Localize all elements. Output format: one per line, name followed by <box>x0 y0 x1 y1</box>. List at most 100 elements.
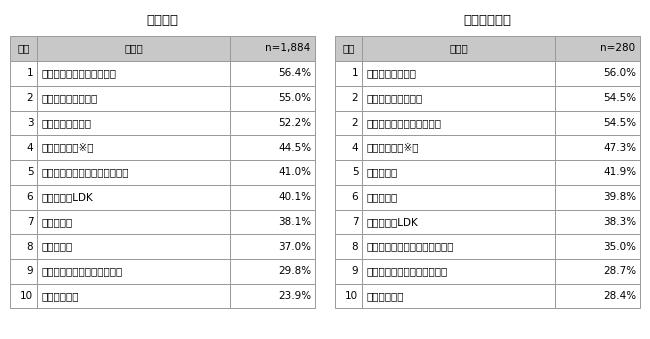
Bar <box>554 259 640 284</box>
Text: 1: 1 <box>352 68 358 78</box>
Bar <box>335 61 362 86</box>
Bar <box>37 185 229 210</box>
Text: 8: 8 <box>27 242 33 252</box>
Bar <box>335 284 362 308</box>
Text: 順位: 順位 <box>343 43 355 53</box>
Text: 39.8%: 39.8% <box>603 192 636 202</box>
Text: 28.4%: 28.4% <box>603 291 636 301</box>
Text: カウンターキッチン: カウンターキッチン <box>41 93 98 103</box>
Bar <box>229 185 315 210</box>
Bar <box>554 61 640 86</box>
Bar <box>229 135 315 160</box>
Text: オープンなLDK: オープンなLDK <box>41 192 93 202</box>
Text: 階段下収納: 階段下収納 <box>41 217 72 227</box>
Bar <box>37 160 229 185</box>
Bar <box>362 111 554 135</box>
Text: 室内干しスペース（洗濯など）: 室内干しスペース（洗濯など） <box>366 242 454 252</box>
Bar <box>362 234 554 259</box>
Bar <box>37 135 229 160</box>
Text: 38.3%: 38.3% <box>603 217 636 227</box>
Text: n=280: n=280 <box>600 43 635 53</box>
Bar <box>37 259 229 284</box>
Bar <box>37 86 229 111</box>
Bar <box>37 234 229 259</box>
Text: 52.2%: 52.2% <box>278 118 311 128</box>
Bar <box>37 284 229 308</box>
Text: 41.0%: 41.0% <box>278 167 311 177</box>
Bar <box>10 111 37 135</box>
Bar <box>335 111 362 135</box>
Text: 【近畿地方】: 【近畿地方】 <box>463 14 512 27</box>
Bar <box>37 36 229 61</box>
Bar <box>229 36 315 61</box>
Text: 5: 5 <box>27 167 33 177</box>
Bar <box>37 111 229 135</box>
Bar <box>362 36 554 61</box>
Bar <box>229 259 315 284</box>
Text: ウォークインクローゼット: ウォークインクローゼット <box>366 118 441 128</box>
Bar <box>335 135 362 160</box>
Bar <box>229 160 315 185</box>
Bar <box>229 284 315 308</box>
Text: 4: 4 <box>27 143 33 153</box>
Text: 1: 1 <box>27 68 33 78</box>
Bar <box>335 160 362 185</box>
Text: 41.9%: 41.9% <box>603 167 636 177</box>
Bar <box>10 234 37 259</box>
Text: シューズクローク: シューズクローク <box>41 118 91 128</box>
Text: 54.5%: 54.5% <box>603 93 636 103</box>
Bar <box>10 160 37 185</box>
Bar <box>362 61 554 86</box>
Text: ゆっくり入浴できる広い浴室: ゆっくり入浴できる広い浴室 <box>41 266 122 276</box>
Text: 47.3%: 47.3% <box>603 143 636 153</box>
Text: 8: 8 <box>352 242 358 252</box>
Bar <box>554 111 640 135</box>
Text: 28.7%: 28.7% <box>603 266 636 276</box>
Text: 間取り: 間取り <box>124 43 143 53</box>
Text: 54.5%: 54.5% <box>603 118 636 128</box>
Bar <box>362 259 554 284</box>
Text: 10: 10 <box>20 291 33 301</box>
Text: 3: 3 <box>27 118 33 128</box>
Bar <box>10 61 37 86</box>
Bar <box>335 86 362 111</box>
Bar <box>10 36 37 61</box>
Text: 【全体】: 【全体】 <box>146 14 179 27</box>
Bar <box>37 61 229 86</box>
Bar <box>362 135 554 160</box>
Bar <box>362 185 554 210</box>
Text: 間取り: 間取り <box>449 43 468 53</box>
Text: 9: 9 <box>27 266 33 276</box>
Text: 7: 7 <box>27 217 33 227</box>
Bar <box>362 86 554 111</box>
Bar <box>335 259 362 284</box>
Text: 2: 2 <box>27 93 33 103</box>
Text: 55.0%: 55.0% <box>278 93 311 103</box>
Text: 室内干しスペース（洗濯など）: 室内干しスペース（洗濯など） <box>41 167 129 177</box>
Bar <box>10 135 37 160</box>
Text: カウンターキッチン: カウンターキッチン <box>366 93 423 103</box>
Text: オープンなLDK: オープンなLDK <box>366 217 418 227</box>
Bar <box>554 135 640 160</box>
Text: リビング階段: リビング階段 <box>366 291 404 301</box>
Text: 2: 2 <box>352 93 358 103</box>
Text: n=1,884: n=1,884 <box>265 43 310 53</box>
Bar <box>229 234 315 259</box>
Text: ウォークインクローゼット: ウォークインクローゼット <box>41 68 116 78</box>
Bar <box>554 86 640 111</box>
Bar <box>554 284 640 308</box>
Text: 38.1%: 38.1% <box>278 217 311 227</box>
Text: リビング階段: リビング階段 <box>41 291 79 301</box>
Text: 順位: 順位 <box>18 43 30 53</box>
Text: 5: 5 <box>352 167 358 177</box>
Text: 9: 9 <box>352 266 358 276</box>
Bar <box>335 36 362 61</box>
Text: 23.9%: 23.9% <box>278 291 311 301</box>
Text: 56.0%: 56.0% <box>603 68 636 78</box>
Bar <box>335 210 362 234</box>
Text: 40.1%: 40.1% <box>278 192 311 202</box>
Bar <box>554 185 640 210</box>
Text: 階段下収納: 階段下収納 <box>366 167 397 177</box>
Bar <box>229 61 315 86</box>
Bar <box>554 160 640 185</box>
